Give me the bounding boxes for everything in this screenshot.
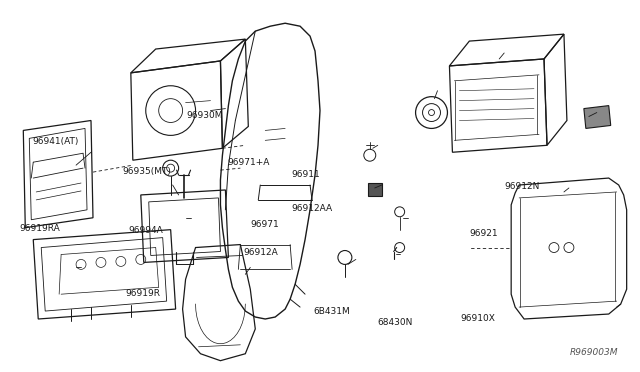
Text: 96919R: 96919R (125, 289, 161, 298)
Polygon shape (584, 106, 611, 128)
Text: 96935(MT): 96935(MT) (122, 167, 172, 176)
Text: 96910X: 96910X (460, 314, 495, 323)
Text: 68430N: 68430N (378, 318, 413, 327)
Text: 96941(AT): 96941(AT) (32, 137, 78, 146)
Text: 96912AA: 96912AA (291, 203, 332, 213)
Text: 96971+A: 96971+A (228, 157, 270, 167)
Text: 96971: 96971 (250, 220, 278, 229)
Text: 96994A: 96994A (129, 226, 164, 235)
Text: 96930M: 96930M (186, 111, 223, 121)
Text: 96912A: 96912A (244, 248, 278, 257)
Text: 96921: 96921 (470, 230, 499, 238)
Text: 96911: 96911 (291, 170, 320, 179)
Text: R969003M: R969003M (570, 348, 619, 357)
Text: 96912N: 96912N (505, 182, 540, 190)
Polygon shape (368, 183, 381, 196)
Text: 96919RA: 96919RA (19, 224, 60, 233)
Text: 6B431M: 6B431M (314, 307, 350, 316)
